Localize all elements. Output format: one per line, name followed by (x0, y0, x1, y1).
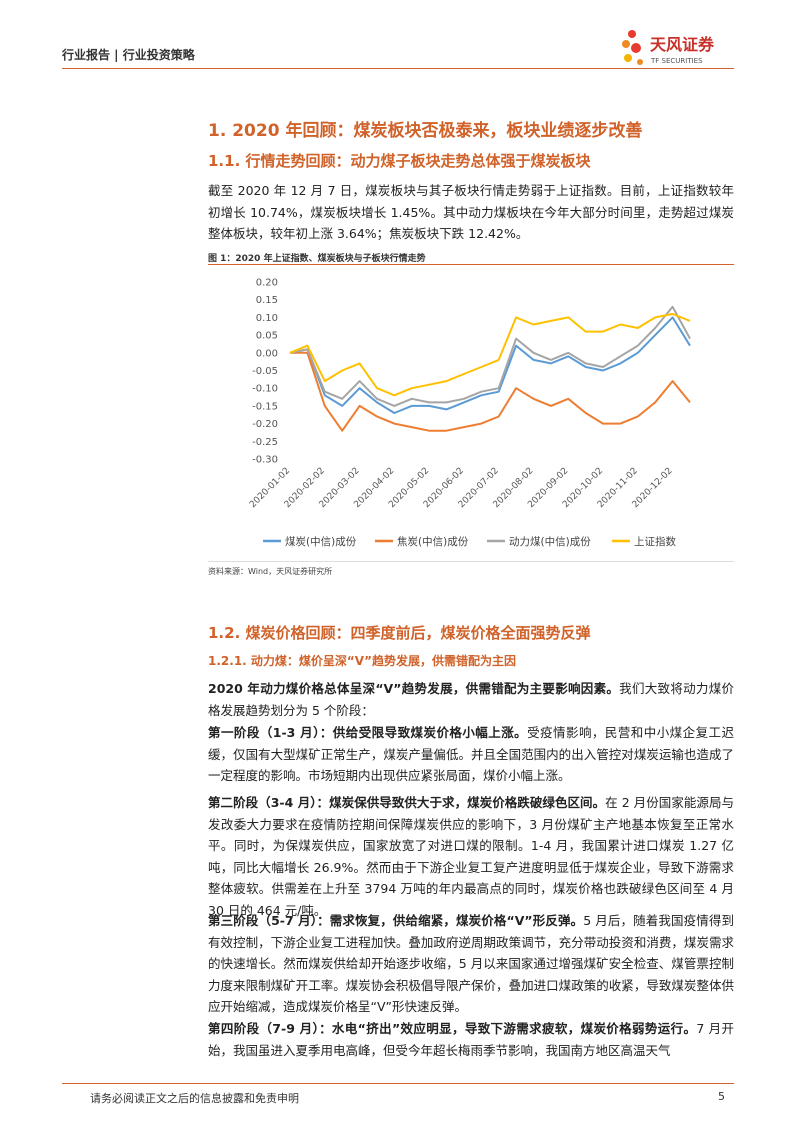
series-line (289, 305, 691, 407)
y-tick-label: -0.30 (252, 455, 278, 466)
header-rule (62, 68, 734, 69)
legend-label: 焦炭(中信)成份 (397, 535, 469, 548)
y-tick-label: 0.10 (256, 313, 278, 324)
paragraph-text: 5 月后，随着我国疫情得到有效控制，下游企业复工进程加快。叠加政府逆周期政策调节… (208, 913, 734, 1015)
y-tick-label: 0.00 (256, 348, 278, 359)
page-number: 5 (718, 1090, 725, 1103)
footer-rule (62, 1083, 734, 1084)
paragraph-lead: 第三阶段（5-7 月）：需求恢复，供给缩紧，煤炭价格“V”形反弹。 (208, 913, 584, 928)
paragraph: 第一阶段（1-3 月）：供给受限导致煤炭价格小幅上涨。受疫情影响，民营和中小煤企… (208, 722, 734, 787)
logo: 天风证券 TF SECURITIES (622, 30, 715, 65)
paragraph-lead: 第二阶段（3-4 月）：煤炭保供导致供大于求，煤炭价格跌破绿色区间。 (208, 795, 606, 810)
figure-rule (208, 264, 734, 265)
figure-source: 资料来源：Wind，天风证券研究所 (208, 567, 333, 576)
paragraph-lead: 第一阶段（1-3 月）：供给受限导致煤炭价格小幅上涨。 (208, 725, 528, 740)
figure-title: 图 1：2020 年上证指数、煤炭板块与子板块行情走势 (208, 254, 426, 264)
logo-text: 天风证券 (650, 35, 715, 54)
paragraph: 2020 年动力煤价格总体呈深“V”趋势发展，供需错配为主要影响因素。我们大致将… (208, 678, 734, 721)
series-line (289, 312, 691, 397)
logo-dot (622, 40, 630, 48)
paragraph: 截至 2020 年 12 月 7 日，煤炭板块与其子板块行情走势弱于上证指数。目… (208, 183, 734, 242)
heading-2: 1.2. 煤炭价格回顾：四季度前后，煤炭价格全面强势反弹 (208, 624, 591, 642)
paragraph-lead: 2020 年动力煤价格总体呈深“V”趋势发展，供需错配为主要影响因素。 (208, 681, 620, 696)
heading-3: 1.2.1. 动力煤：煤价呈深“V”趋势发展，供需错配为主因 (208, 654, 516, 668)
heading-2: 1.1. 行情走势回顾：动力煤子板块走势总体强于煤炭板块 (208, 152, 591, 170)
paragraph-text: 我们大致将动力煤价格发展趋势划分为 5 个阶段： (208, 681, 734, 718)
legend-label: 动力煤(中信)成份 (509, 535, 591, 548)
chart: -0.30 -0.25 -0.20 -0.15 -0.10 -0.05 0.00 0.05 0.… (248, 278, 691, 548)
header-title: 行业报告 | 行业投资策略 (62, 48, 195, 62)
series-line (290, 351, 691, 432)
figure-rule (208, 561, 734, 562)
paragraph-text: 在 2 月份国家能源局与发改委大力要求在疫情防控期间保障煤炭供应的影响下，3 月… (208, 795, 735, 918)
y-tick-label: -0.05 (252, 366, 278, 377)
heading-1: 1. 2020 年回顾：煤炭板块否极泰来，板块业绩逐步改善 (208, 121, 643, 141)
y-tick-label: 0.20 (256, 278, 278, 289)
paragraph-lead: 第四阶段（7-9 月）：水电“挤出”效应明显，导致下游需求疲软，煤炭价格弱势运行… (208, 1021, 697, 1036)
legend-label: 煤炭(中信)成份 (285, 535, 357, 548)
footer-disclaimer: 请务必阅读正文之后的信息披露和免责申明 (90, 1092, 299, 1105)
paragraph: 第二阶段（3-4 月）：煤炭保供导致供大于求，煤炭价格跌破绿色区间。在 2 月份… (208, 792, 734, 922)
series-line (289, 316, 691, 414)
y-tick-label: -0.25 (252, 437, 278, 448)
logo-subtext: TF SECURITIES (650, 57, 703, 65)
logo-dot (624, 54, 632, 62)
paragraph: 第四阶段（7-9 月）：水电“挤出”效应明显，导致下游需求疲软，煤炭价格弱势运行… (208, 1018, 734, 1062)
y-tick-label: -0.20 (252, 419, 278, 430)
legend-label: 上证指数 (634, 535, 676, 548)
logo-dot (628, 30, 636, 38)
y-tick-label: -0.15 (252, 401, 278, 412)
y-tick-label: 0.05 (256, 331, 278, 342)
y-tick-label: 0.15 (256, 295, 278, 306)
y-tick-label: -0.10 (252, 384, 278, 395)
paragraph-text: 受疫情影响，民营和中小煤企复工迟缓，仅国有大型煤矿正常生产，煤炭产量偏低。并且全… (208, 725, 734, 784)
logo-dot (637, 59, 643, 65)
paragraph: 第三阶段（5-7 月）：需求恢复，供给缩紧，煤炭价格“V”形反弹。5 月后，随着… (208, 910, 734, 1018)
paragraph-text: 7 月开始，我国虽进入夏季用电高峰，但受今年超长梅雨季节影响，我国南方地区高温天… (208, 1021, 734, 1058)
logo-dot (631, 43, 641, 53)
